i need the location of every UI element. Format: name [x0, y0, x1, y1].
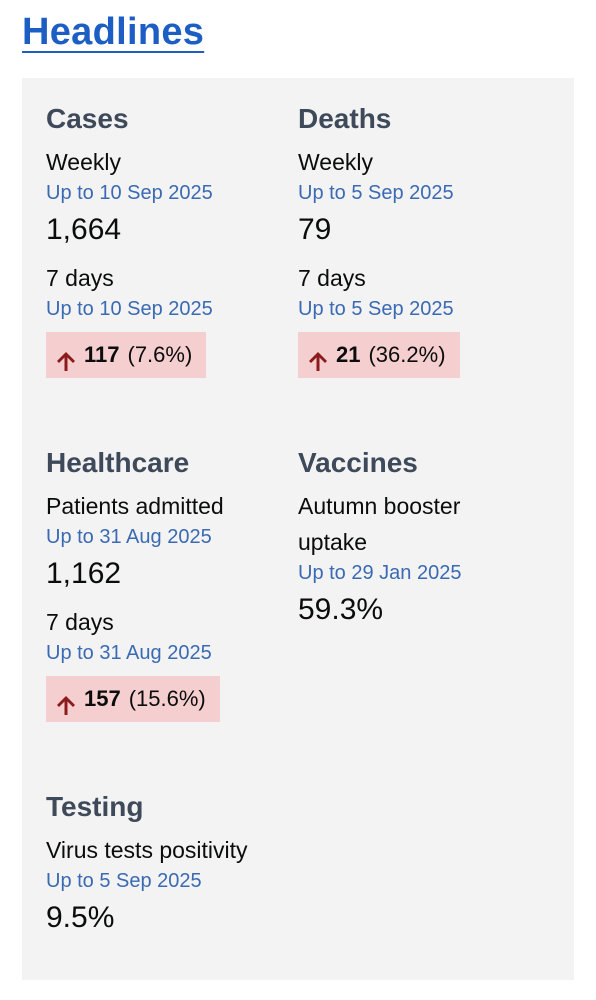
cases-weekly-value: 1,664: [46, 213, 122, 246]
testing-card: Testing Virus tests positivity Up to 5 S…: [46, 790, 346, 938]
arrow-up-icon: [54, 343, 78, 371]
cases-change-percent: (7.6%): [127, 342, 193, 367]
deaths-change-date: Up to 5 Sep 2025: [298, 298, 454, 320]
cases-card: Cases Weekly Up to 10 Sep 2025 1,664 7 d…: [46, 102, 296, 378]
healthcare-change-label: 7 days: [46, 609, 114, 635]
testing-metric-label: Virus tests positivity: [46, 837, 248, 863]
vaccines-metric-label: Autumn booster uptake: [298, 493, 461, 555]
testing-metric-date: Up to 5 Sep 2025: [46, 870, 202, 892]
vaccines-title: Vaccines: [298, 447, 418, 478]
healthcare-metric-label: Patients admitted: [46, 493, 224, 519]
deaths-weekly-label: Weekly: [298, 149, 373, 175]
cases-change-badge: 117 (7.6%): [46, 332, 207, 378]
deaths-weekly-date: Up to 5 Sep 2025: [298, 182, 454, 204]
healthcare-change-badge: 157 (15.6%): [46, 676, 220, 722]
cases-change-date: Up to 10 Sep 2025: [46, 298, 213, 320]
deaths-change-badge: 21 (36.2%): [298, 332, 460, 378]
cases-title: Cases: [46, 103, 129, 134]
headlines-panel: Cases Weekly Up to 10 Sep 2025 1,664 7 d…: [22, 78, 574, 980]
healthcare-card: Healthcare Patients admitted Up to 31 Au…: [46, 446, 296, 722]
vaccines-metric-date: Up to 29 Jan 2025: [298, 562, 462, 584]
healthcare-metric-value: 1,162: [46, 557, 122, 590]
cases-weekly-label: Weekly: [46, 149, 121, 175]
deaths-card: Deaths Weekly Up to 5 Sep 2025 79 7 days…: [298, 102, 548, 378]
healthcare-title: Healthcare: [46, 447, 190, 478]
arrow-up-icon: [306, 343, 330, 371]
deaths-change-percent: (36.2%): [368, 342, 446, 367]
testing-title: Testing: [46, 791, 144, 822]
deaths-title: Deaths: [298, 103, 392, 134]
cases-change-amount: 117: [84, 342, 120, 367]
healthcare-change-date: Up to 31 Aug 2025: [46, 642, 212, 664]
arrow-up-icon: [54, 687, 78, 715]
deaths-change-label: 7 days: [298, 265, 366, 291]
vaccines-metric-value: 59.3%: [298, 593, 384, 626]
deaths-weekly-value: 79: [298, 213, 332, 246]
healthcare-change-percent: (15.6%): [128, 686, 206, 711]
healthcare-change-amount: 157: [84, 686, 121, 711]
cases-change-label: 7 days: [46, 265, 114, 291]
deaths-change-amount: 21: [336, 342, 361, 367]
vaccines-card: Vaccines Autumn booster uptake Up to 29 …: [298, 446, 518, 630]
page-title-link[interactable]: Headlines: [22, 11, 205, 53]
healthcare-metric-date: Up to 31 Aug 2025: [46, 526, 212, 548]
testing-metric-value: 9.5%: [46, 901, 115, 934]
cases-weekly-date: Up to 10 Sep 2025: [46, 182, 213, 204]
